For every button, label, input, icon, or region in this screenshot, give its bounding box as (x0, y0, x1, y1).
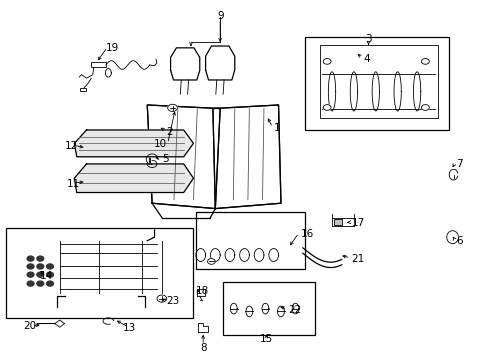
Circle shape (421, 105, 428, 111)
Bar (6, 228, 193, 318)
Text: 13: 13 (122, 323, 136, 333)
Circle shape (27, 272, 34, 277)
Text: 23: 23 (166, 296, 180, 306)
Circle shape (46, 272, 53, 277)
Circle shape (27, 264, 34, 269)
Text: 3: 3 (365, 34, 371, 44)
Circle shape (46, 264, 53, 269)
Bar (334, 219, 341, 225)
Text: 2: 2 (166, 127, 173, 137)
Circle shape (37, 281, 43, 286)
Polygon shape (212, 105, 281, 208)
Bar (196, 212, 305, 269)
Polygon shape (170, 48, 200, 80)
Text: 1: 1 (273, 123, 280, 133)
Text: 22: 22 (287, 305, 301, 315)
Circle shape (323, 105, 330, 111)
Text: 17: 17 (351, 218, 364, 228)
Circle shape (323, 59, 330, 64)
Circle shape (46, 281, 53, 286)
Text: 18: 18 (196, 286, 209, 296)
Text: 6: 6 (455, 236, 462, 246)
Text: 8: 8 (200, 343, 206, 353)
Polygon shape (205, 46, 234, 80)
Circle shape (27, 256, 34, 261)
Text: 16: 16 (300, 229, 313, 239)
Polygon shape (147, 105, 220, 208)
Text: 9: 9 (217, 11, 223, 21)
Bar (222, 282, 314, 336)
Text: 19: 19 (106, 43, 119, 53)
Circle shape (37, 256, 43, 261)
Text: 15: 15 (259, 334, 272, 344)
Circle shape (37, 264, 43, 269)
Circle shape (157, 295, 166, 302)
Text: 4: 4 (363, 54, 369, 64)
Text: 12: 12 (64, 141, 78, 151)
Text: 10: 10 (153, 139, 166, 149)
Text: 7: 7 (455, 159, 462, 169)
Text: 20: 20 (23, 321, 36, 332)
Circle shape (37, 272, 43, 277)
Polygon shape (74, 130, 193, 157)
Bar (305, 37, 448, 130)
Text: 11: 11 (67, 179, 80, 189)
Text: 5: 5 (162, 154, 168, 163)
Bar (91, 62, 106, 67)
Circle shape (167, 104, 177, 111)
Text: 21: 21 (351, 253, 364, 264)
Text: 14: 14 (40, 271, 53, 282)
Circle shape (27, 281, 34, 286)
Bar (319, 45, 437, 118)
Circle shape (207, 258, 215, 264)
Bar (80, 88, 86, 91)
Circle shape (421, 59, 428, 64)
Polygon shape (74, 164, 193, 193)
